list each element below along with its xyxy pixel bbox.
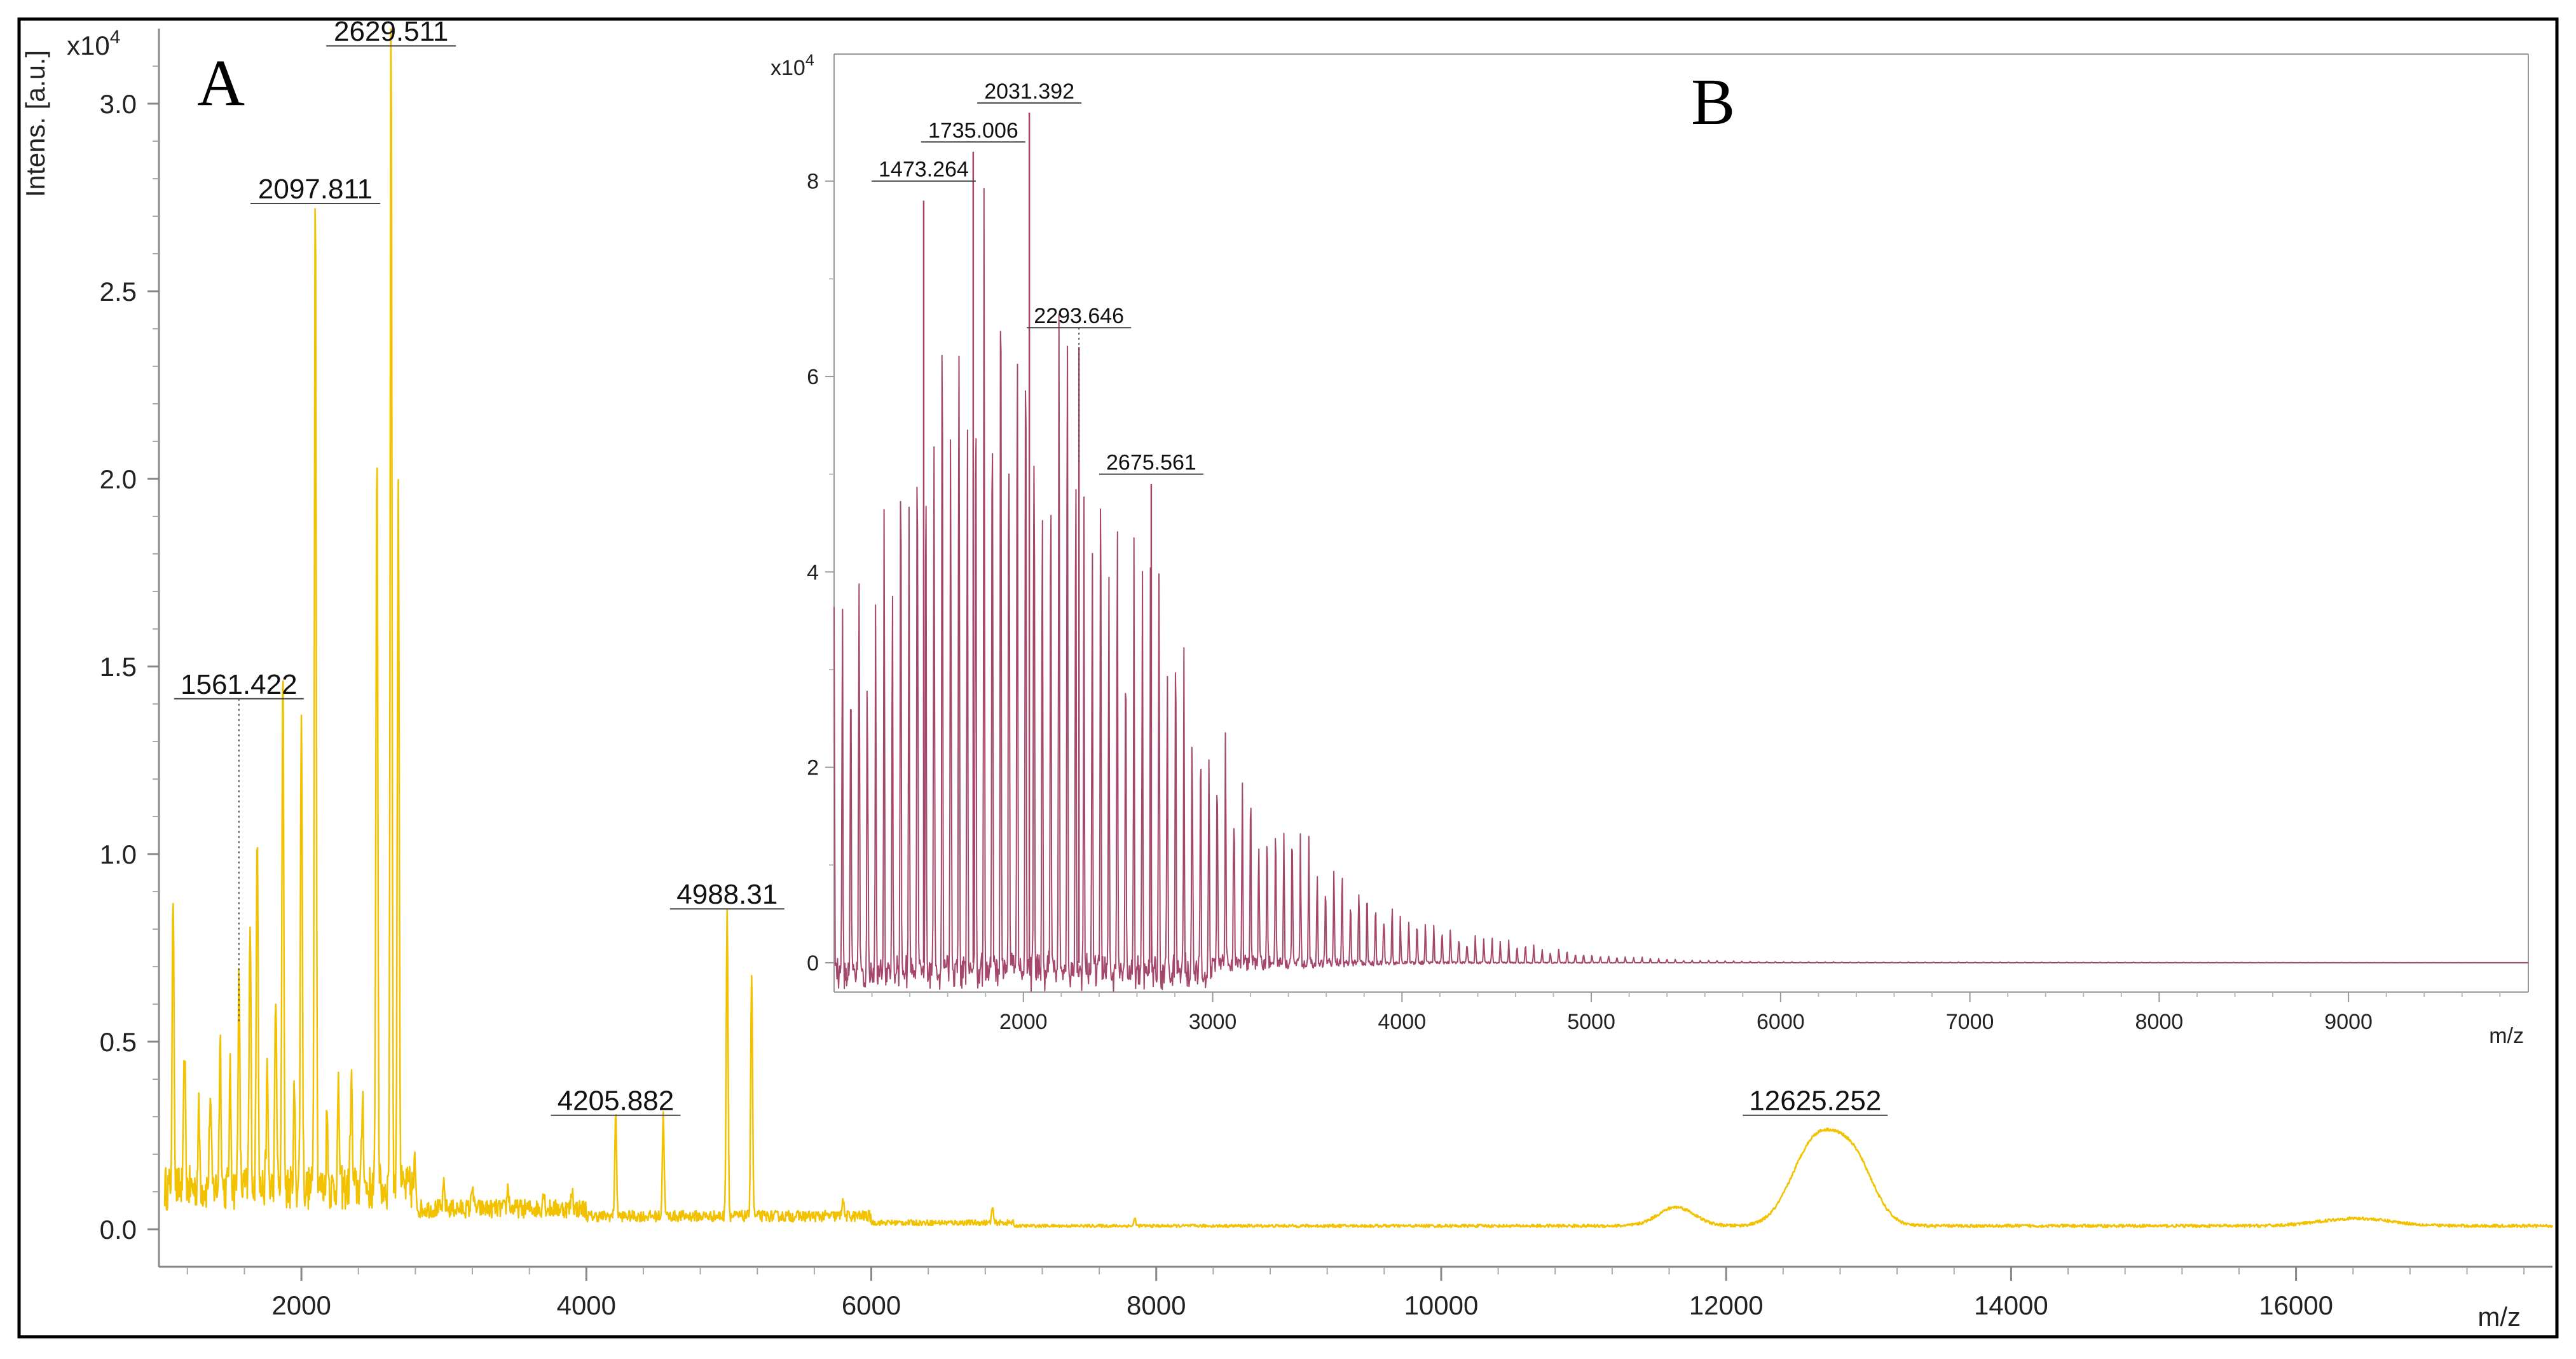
panel-a-peak-label: 2097.811 (258, 174, 373, 205)
panel-a-y-multiplier: x104 (67, 27, 120, 60)
panel-a-y-tick-label: 1.0 (100, 839, 137, 869)
panel-b-x-tick-label: 6000 (1757, 1010, 1805, 1034)
panel-b-y-tick-label: 4 (807, 560, 819, 584)
panel-a-y-tick-label: 3.0 (100, 89, 137, 119)
panel-a-peak-label: 2629.511 (334, 16, 448, 47)
panel-b-letter: B (1691, 66, 1735, 139)
panel-b-x-tick-label: 2000 (999, 1010, 1048, 1034)
panel-b-annotations: 1473.264 1735.006 2031.392 2293.646 2675.561 (871, 79, 1203, 475)
panel-b-x-tick-label: 7000 (1946, 1010, 1994, 1034)
panel-a-x-tick-label: 14000 (1974, 1290, 2048, 1320)
panel-a-x-tick-label: 2000 (271, 1290, 331, 1320)
panel-a-peak-label: 4988.31 (676, 879, 778, 910)
panel-b-y-tick-label: 6 (807, 365, 819, 389)
panel-b-background (834, 54, 2528, 992)
panel-a-ticks: 0.0 0.5 1.0 1.5 2.0 2.5 3.0 2000 4000 6000 8000 100… (100, 66, 2525, 1320)
panel-a-peak-label: 4205.882 (558, 1086, 675, 1117)
panel-b-y-tick-label: 8 (807, 170, 819, 194)
panel-a-x-tick-label: 10000 (1404, 1290, 1479, 1320)
panel-a-y-axis-label: Intens. [a.u.] (20, 50, 50, 197)
panel-b-x-axis-label: m/z (2489, 1024, 2524, 1048)
panel-a-x-axis-label: m/z (2477, 1302, 2521, 1332)
panel-b-x-tick-label: 4000 (1378, 1010, 1426, 1034)
panel-a-x-tick-label: 6000 (842, 1290, 901, 1320)
panel-b-peak-label: 2293.646 (1034, 304, 1124, 328)
panel-b-x-tick-label: 9000 (2324, 1010, 2373, 1034)
panel-a-x-tick-label: 16000 (2259, 1290, 2333, 1320)
panel-b-peak-label: 2675.561 (1106, 451, 1196, 475)
panel-a-axes (158, 29, 2552, 1268)
panel-b-axes (833, 53, 2529, 993)
panel-a-y-tick-label: 2.0 (100, 464, 137, 494)
panel-b-x-tick-label: 5000 (1567, 1010, 1615, 1034)
panel-b-peak-label: 1473.264 (879, 158, 969, 182)
panel-a-x-tick-label: 8000 (1127, 1290, 1186, 1320)
panel-a-trace (163, 28, 2554, 1229)
panel-b-peak-label: 2031.392 (984, 79, 1074, 104)
panel-b-ticks: 0 2 4 6 8 2000 3000 4000 5000 6000 7000 8000 9000 (807, 170, 2501, 1034)
panel-a-y-tick-label: 1.5 (100, 652, 137, 682)
panel-b-y-multiplier: x104 (771, 52, 814, 80)
panel-a-y-tick-label: 2.5 (100, 277, 137, 307)
panel-a-peak-label: 1561.422 (181, 669, 298, 700)
panel-b-x-tick-label: 8000 (2135, 1010, 2184, 1034)
panel-b-y-tick-label: 2 (807, 756, 819, 780)
panel-a-letter: A (197, 46, 245, 120)
panel-a-y-tick-label: 0.5 (100, 1027, 137, 1057)
panel-a-spectrum-line (163, 28, 2554, 1229)
panel-b: B x104 m/z 0 2 4 6 8 2000 3000 4000 5000 6000 7000… (771, 52, 2529, 1048)
panel-a-y-tick-label: 0.0 (100, 1215, 137, 1245)
panel-b-y-tick-label: 0 (807, 951, 819, 976)
panel-b-x-tick-label: 3000 (1189, 1010, 1237, 1034)
panel-a-annotations: 1561.422 2097.811 2629.511 4205.882 4988.31 1… (174, 16, 1888, 1117)
panel-a-peak-label: 12625.252 (1749, 1086, 1881, 1117)
panel-a-x-tick-label: 4000 (557, 1290, 616, 1320)
panel-b-spectrum-line (833, 188, 2528, 992)
panel-b-peak-label: 1735.006 (928, 118, 1018, 142)
panel-a-x-tick-label: 12000 (1689, 1290, 1764, 1320)
panel-a: A Intens. [a.u.] x104 m/z 0.0 0.5 1.0 1.5 2.… (20, 16, 2554, 1332)
